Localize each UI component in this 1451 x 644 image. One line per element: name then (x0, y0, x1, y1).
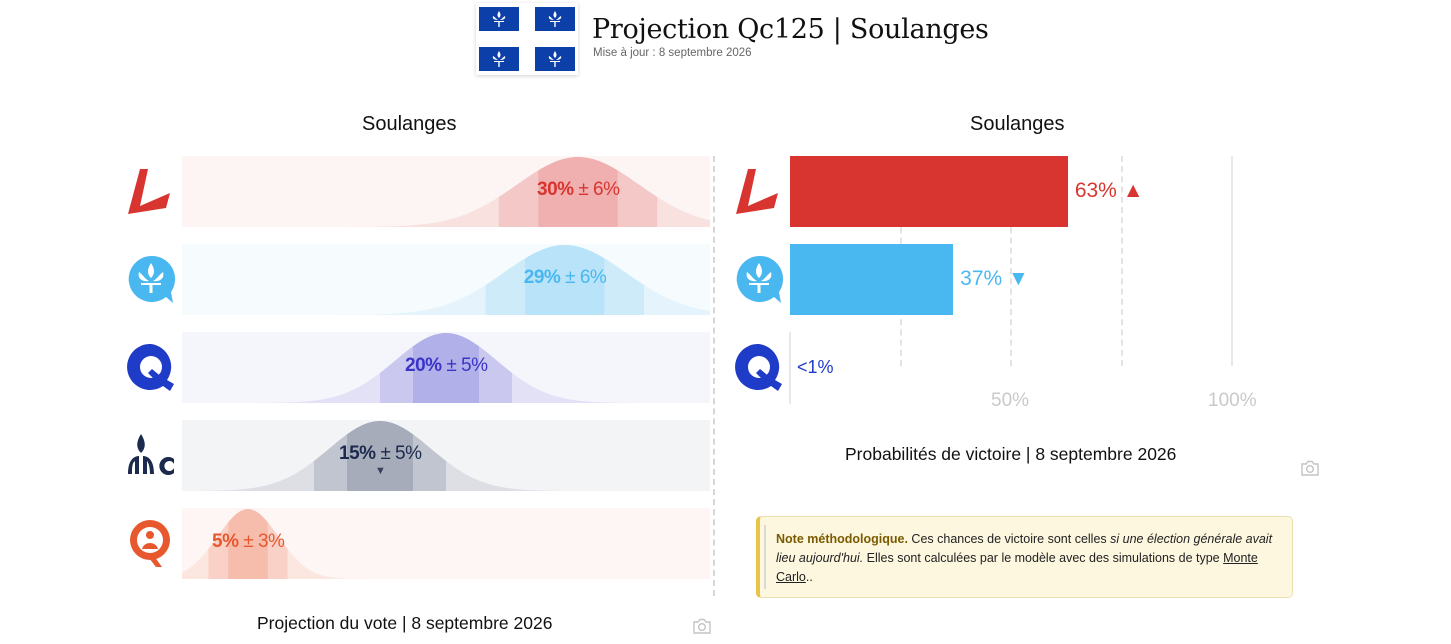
axis-zero-line (789, 332, 791, 404)
vote-label-pq: 29% ± 6% (523, 267, 607, 288)
vote-label-qs: 5% ± 3% (212, 531, 285, 552)
vote-row-background (182, 156, 710, 227)
gridline-100 (1231, 156, 1233, 366)
vote-label-pcq: 15% ± 5% (339, 443, 422, 464)
vote-label-caq: 20% ± 5% (405, 355, 488, 376)
vote-row-background (182, 508, 710, 579)
pq-logo-icon (736, 255, 784, 303)
tick-label-100: 100% (1208, 390, 1257, 411)
vote-chart-caption: Projection du vote | 8 septembre 2026 (257, 613, 553, 633)
trend-up-icon: ▲ (1116, 179, 1144, 202)
caq-logo-icon (127, 343, 174, 391)
tick-label-50: 50% (991, 390, 1030, 411)
vote-chart-title: Soulanges (362, 113, 457, 135)
win-bar-plq (790, 156, 1068, 227)
note-text-2: Elles sont calculées par le modèle avec … (866, 551, 1224, 565)
gridline-50 (1010, 156, 1012, 366)
camera-icon[interactable] (1300, 460, 1320, 476)
plq-logo-icon (128, 169, 170, 214)
caq-logo-icon (735, 343, 782, 391)
confidence-band-inner (228, 509, 268, 579)
vote-row-caq: 20% ± 5% (182, 332, 710, 403)
trend-down-icon: ▼ (1002, 267, 1029, 290)
vote-distribution-curve (182, 157, 710, 227)
quebec-flag-icon (476, 3, 578, 75)
confidence-band-inner (347, 421, 413, 491)
confidence-band-inner (538, 157, 618, 227)
qs-logo-icon (130, 520, 170, 567)
vote-distribution-curve (182, 421, 710, 491)
vote-distribution-curve (182, 245, 710, 315)
camera-icon[interactable] (692, 618, 712, 634)
win-label-pq: 37% ▼ (960, 267, 1029, 290)
vote-row-pcq: 15% ± 5% ▼ (182, 420, 710, 491)
plq-logo-icon (736, 169, 778, 214)
win-chart-caption: Probabilités de victoire | 8 septembre 2… (845, 444, 1177, 464)
vote-row-background (182, 332, 710, 403)
pcq-logo-icon (128, 434, 174, 475)
note-emphasis: si une élection générale avait lieu aujo… (776, 532, 1273, 565)
win-chart-title: Soulanges (970, 113, 1065, 135)
vote-distribution-curve (182, 333, 710, 403)
vote-label-plq: 30% ± 6% (537, 179, 620, 200)
note-heading: Note méthodologique. (776, 532, 908, 546)
vote-row-background (182, 420, 710, 491)
note-text: Ces chances de victoire sont celles (911, 532, 1111, 546)
monte-carlo-link[interactable]: Monte Carlo (776, 551, 1258, 584)
win-label-caq: <1% (797, 357, 834, 377)
vote-row-plq: 30% ± 6% (182, 156, 710, 227)
win-bar-pq (790, 244, 954, 315)
update-date: Mise à jour : 8 septembre 2026 (593, 47, 752, 59)
vote-row-pq: 29% ± 6% (182, 244, 710, 315)
vote-row-qs: 5% ± 3% (182, 508, 710, 579)
trend-down-icon: ▼ (375, 465, 386, 477)
vote-row-background (182, 244, 710, 315)
gridline-75 (1121, 156, 1123, 366)
panel-divider (713, 156, 715, 596)
pq-logo-icon (128, 255, 176, 303)
confidence-band-inner (525, 245, 605, 315)
confidence-band-inner (413, 333, 479, 403)
win-label-plq: 63% ▲ (1074, 179, 1144, 202)
page-title: Projection Qc125 | Soulanges (592, 14, 989, 45)
methodology-note: Note méthodologique. Ces chances de vict… (756, 516, 1293, 598)
vote-distribution-curve (182, 509, 710, 579)
